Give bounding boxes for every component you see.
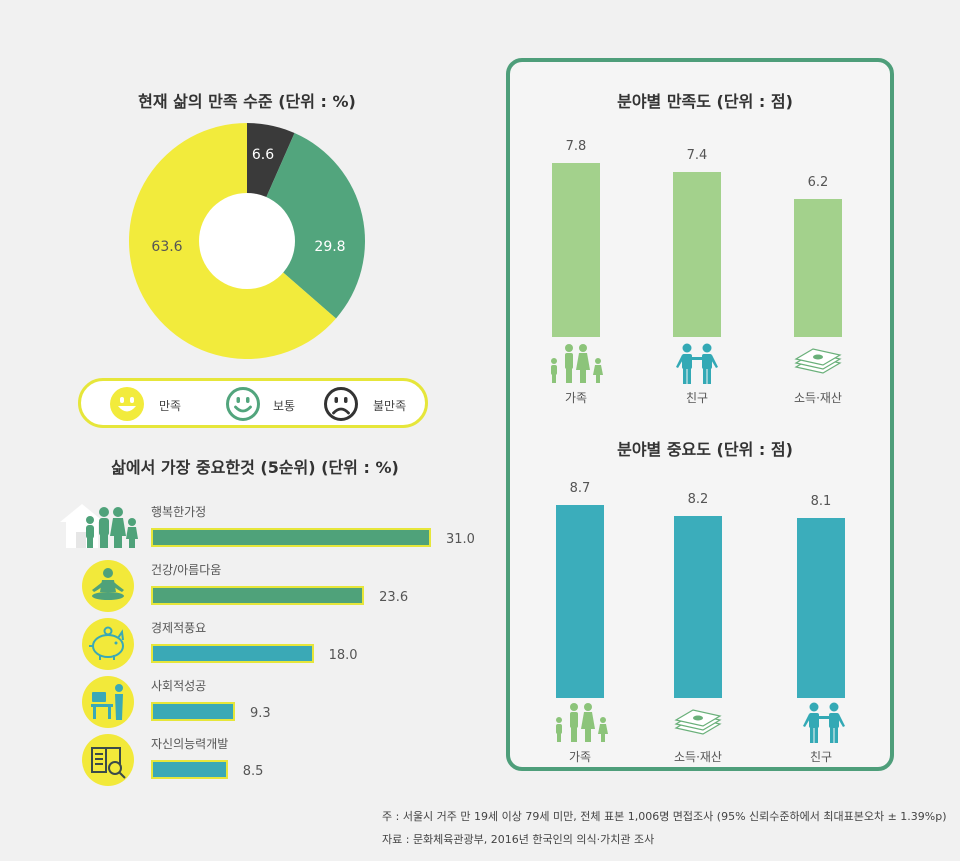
desk-person-icon	[91, 684, 123, 720]
vbar-category-label: 친구	[809, 750, 833, 764]
hbar	[151, 586, 365, 605]
hbar-category-label: 사회적성공	[151, 679, 207, 693]
vbar-value-label: 7.4	[686, 147, 708, 163]
vbar-value-label: 8.2	[687, 491, 709, 507]
vbar	[556, 504, 604, 698]
vbar-value-label: 8.1	[810, 494, 832, 510]
hbar-category-label: 경제적풍요	[151, 621, 207, 635]
hbar-value-label: 31.0	[446, 532, 475, 547]
hbar-category-label: 건강/아름다움	[151, 563, 222, 577]
friends-icon	[676, 343, 718, 384]
legend-label-normal: 보통	[273, 399, 296, 413]
vbar-category-label: 소득·재산	[794, 391, 842, 405]
vbar-value-label: 8.7	[569, 480, 591, 496]
book-magnifier-icon	[91, 747, 126, 779]
family-icon	[556, 703, 608, 742]
donut-legend: 만족 보통 불만족	[78, 378, 428, 428]
legend-label-satisfied: 만족	[159, 399, 182, 413]
pie-label-dissatisfied: 6.6	[252, 147, 274, 163]
success-icon-bg	[82, 676, 134, 728]
hbar-value-label: 9.3	[250, 706, 271, 721]
footnote-note: 주 : 서울시 거주 만 19세 이상 79세 미만, 전체 표본 1,006명…	[382, 810, 947, 823]
meditation-icon	[92, 568, 124, 600]
vbar-category-label: 소득·재산	[674, 750, 722, 764]
importance-area-title: 분야별 중요도 (단위 : 점)	[617, 440, 793, 459]
family-icon	[551, 344, 603, 383]
donut-slice-normal	[247, 133, 365, 319]
smile-face-icon	[110, 387, 144, 421]
donut-chart: 6.6 29.8 63.6	[129, 123, 365, 359]
vbar	[674, 515, 722, 698]
sad-face-icon	[324, 387, 358, 421]
vbar	[794, 198, 842, 337]
friends-icon	[803, 702, 845, 743]
hbar	[151, 528, 431, 547]
money-stack-icon	[674, 709, 722, 735]
vbar-value-label: 6.2	[807, 174, 829, 190]
donut-title: 현재 삶의 만족 수준 (단위 : %)	[138, 92, 356, 111]
hbar	[151, 760, 228, 779]
hbar-value-label: 8.5	[242, 764, 264, 779]
vbar-category-label: 가족	[564, 391, 588, 405]
pie-label-satisfied: 63.6	[151, 239, 182, 255]
vbar	[552, 163, 600, 337]
neutral-smile-icon	[226, 387, 260, 421]
footnote-source: 자료 : 문화체육관광부, 2016년 한국인의 의식·가치관 조사	[382, 833, 655, 846]
vbar	[673, 171, 721, 337]
pie-label-normal: 29.8	[314, 239, 345, 255]
hbar-category-label: 자신의능력개발	[151, 737, 229, 751]
hbar	[151, 644, 314, 663]
vbar-category-label: 친구	[685, 391, 709, 405]
money-stack-icon	[794, 348, 842, 374]
vbar-value-label: 7.8	[565, 139, 587, 155]
hbar	[151, 702, 235, 721]
hbar-category-label: 행복한가정	[151, 505, 207, 519]
satisfaction-title: 분야별 만족도 (단위 : 점)	[617, 92, 793, 111]
piggy-bank-icon	[89, 626, 124, 660]
family-house-icon	[60, 504, 138, 548]
hbar-value-label: 18.0	[328, 648, 358, 663]
vbar-category-label: 가족	[568, 750, 592, 764]
legend-label-dissatisfied: 불만족	[373, 399, 407, 413]
vbar	[797, 518, 845, 698]
hbar-value-label: 23.6	[379, 590, 409, 605]
importance-title: 삶에서 가장 중요한것 (5순위) (단위 : %)	[111, 458, 399, 477]
